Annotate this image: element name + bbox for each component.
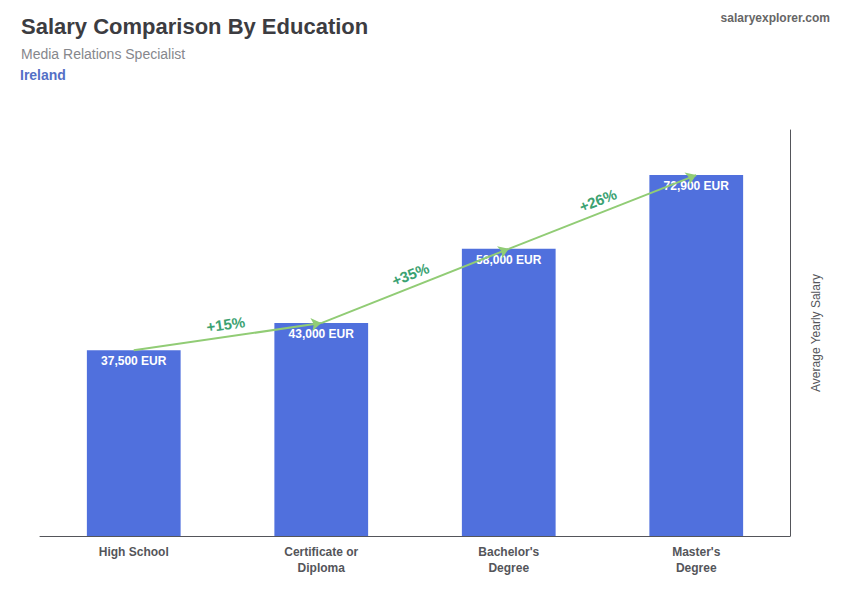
svg-text:37,500 EUR: 37,500 EUR xyxy=(101,354,167,368)
svg-text:Degree: Degree xyxy=(676,561,717,575)
svg-text:58,000 EUR: 58,000 EUR xyxy=(476,253,542,267)
svg-text:Degree: Degree xyxy=(488,561,529,575)
svg-text:Diploma: Diploma xyxy=(298,561,346,575)
svg-text:Ireland: Ireland xyxy=(20,67,66,83)
svg-text:Media Relations Specialist: Media Relations Specialist xyxy=(21,46,185,62)
svg-text:Master's: Master's xyxy=(672,545,721,559)
svg-text:Certificate or: Certificate or xyxy=(284,545,358,559)
svg-text:salaryexplorer.com: salaryexplorer.com xyxy=(721,11,830,25)
svg-text:72,900 EUR: 72,900 EUR xyxy=(664,179,730,193)
svg-text:+35%: +35% xyxy=(389,259,431,289)
svg-text:Average Yearly Salary: Average Yearly Salary xyxy=(809,274,823,392)
svg-text:+15%: +15% xyxy=(205,313,246,335)
svg-text:+26%: +26% xyxy=(577,185,619,215)
svg-text:Bachelor's: Bachelor's xyxy=(478,545,539,559)
svg-text:Salary Comparison By Education: Salary Comparison By Education xyxy=(21,14,368,39)
svg-text:43,000 EUR: 43,000 EUR xyxy=(289,327,355,341)
svg-text:High School: High School xyxy=(99,545,169,559)
